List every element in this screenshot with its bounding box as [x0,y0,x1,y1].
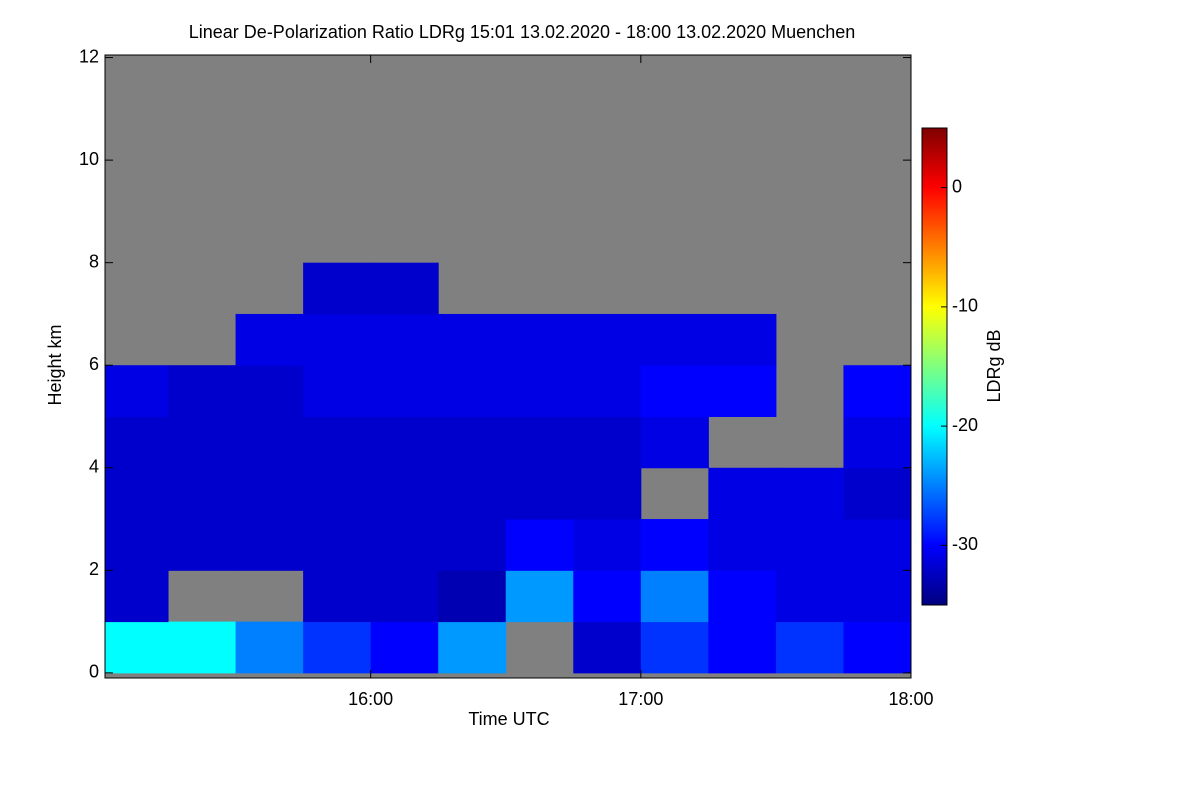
heat-cell [235,519,304,571]
heat-cell [573,416,642,469]
heat-cell [640,365,709,417]
heat-cell [370,262,439,315]
heat-cell [168,519,237,571]
heat-cell [235,416,304,469]
y-tick-label: 4 [89,457,99,477]
heat-cell [708,570,777,623]
heat-cell [105,365,169,417]
heat-cell [640,570,709,623]
heat-cell [708,467,777,520]
heat-cell [438,621,507,674]
heat-cell [370,621,439,674]
heat-cell [168,365,237,417]
heat-cell [303,313,372,366]
heat-cell [370,467,439,520]
heat-cell [303,365,372,417]
y-tick-label: 0 [89,662,99,682]
heat-cell [438,570,507,623]
colorbar-tick-label: -20 [952,415,978,435]
heat-cell [573,570,642,623]
heat-cell [708,519,777,571]
heat-cell [505,365,574,417]
colorbar-tick-label: -30 [952,534,978,554]
heat-cell [505,467,574,520]
heat-cell [235,313,304,366]
heat-cell [105,416,169,469]
heat-cell [303,416,372,469]
heat-cell [438,313,507,366]
heat-cell [640,519,709,571]
heat-cell [640,621,709,674]
y-tick-label: 12 [79,46,99,66]
heat-cell [775,570,844,623]
heat-cell [168,621,237,674]
heat-cell [775,621,844,674]
heat-cell [708,313,777,366]
heat-cell [505,519,574,571]
heat-cell [775,519,844,571]
heat-cell [843,416,912,469]
heat-cell [303,570,372,623]
heat-cell [438,365,507,417]
heat-cell [370,365,439,417]
heat-cell [105,519,169,571]
heat-cell [370,570,439,623]
y-axis-label: Height km [45,324,65,405]
heat-cell [573,313,642,366]
chart-title: Linear De-Polarization Ratio LDRg 15:01 … [189,22,855,42]
heat-cell [843,519,912,571]
heat-cell [573,467,642,520]
heat-cell [235,621,304,674]
x-tick-label: 17:00 [618,689,663,709]
heat-cell [370,313,439,366]
heat-cell [640,313,709,366]
heat-cell [168,416,237,469]
heat-cell [370,416,439,469]
heat-cell [303,262,372,315]
colorbar-tick-label: 0 [952,176,962,196]
heat-cell [438,467,507,520]
heat-cell [438,519,507,571]
heat-cell [235,467,304,520]
x-axis-label: Time UTC [468,709,549,729]
heat-cell [708,621,777,674]
heat-cell [105,570,169,623]
heat-cell [708,365,777,417]
colorbar [921,127,948,606]
heat-cell [843,365,912,417]
heat-cell [235,365,304,417]
plot-frame [104,54,912,679]
heat-cell [573,365,642,417]
heat-cell [505,570,574,623]
heat-cell [370,519,439,571]
heat-cell [303,467,372,520]
heat-cell [505,313,574,366]
heat-cell [105,621,169,674]
heat-cell [573,621,642,674]
y-tick-label: 6 [89,354,99,374]
y-tick-label: 2 [89,559,99,579]
heat-cell [843,467,912,520]
heat-cell [775,467,844,520]
colorbar-label: LDRg dB [984,329,1004,402]
x-tick-label: 18:00 [888,689,933,709]
heat-cell [168,467,237,520]
x-tick-label: 16:00 [348,689,393,709]
heat-cell [843,570,912,623]
heat-cell [303,519,372,571]
y-tick-label: 10 [79,149,99,169]
heat-cell [573,519,642,571]
heat-cell [843,621,912,674]
heat-cell [438,416,507,469]
heat-cell [505,416,574,469]
heat-cell [640,416,709,469]
colorbar-tick-label: -10 [952,296,978,316]
heat-cell [105,467,169,520]
heat-cell [303,621,372,674]
y-tick-label: 8 [89,251,99,271]
